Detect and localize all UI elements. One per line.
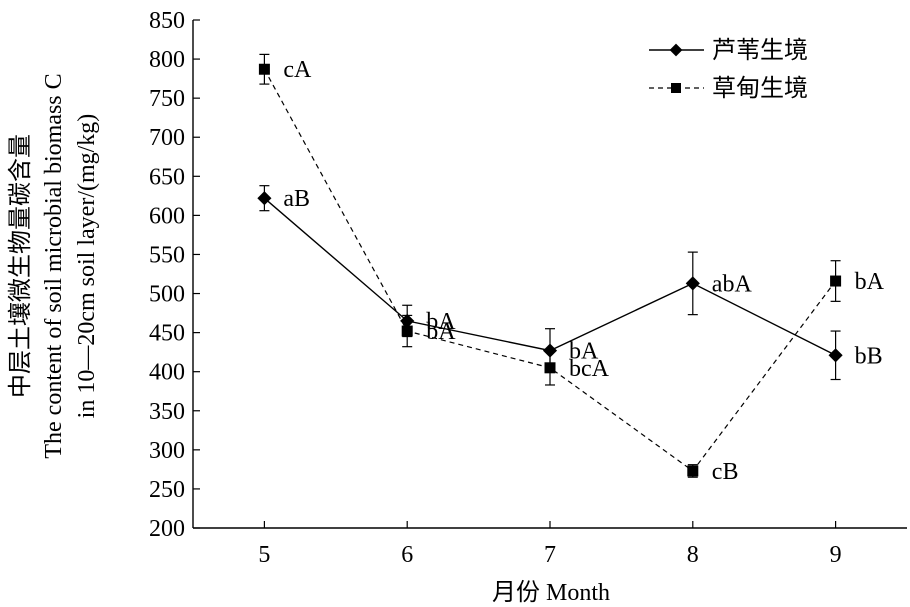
series-line-meadow (263, 68, 837, 472)
y-tick-label: 400 (149, 360, 185, 386)
y-tick-label: 800 (149, 47, 185, 73)
y-tick-label: 600 (149, 203, 185, 229)
legend-label-reed: 芦苇生境 (712, 37, 808, 64)
y-axis-title: 中层土壤微生物量碳含量 The content of soil microbia… (7, 73, 100, 458)
x-tick-label: 9 (830, 542, 842, 568)
legend-marker-meadow-square (671, 83, 681, 93)
y-tick-label: 500 (149, 282, 185, 308)
y-tick-label: 250 (149, 477, 185, 503)
data-point-square (544, 362, 556, 374)
legend-marker-reed-diamond (669, 43, 683, 57)
y-tick-label: 700 (149, 125, 185, 151)
data-label: cB (712, 459, 739, 485)
data-label: cA (283, 57, 312, 83)
data-label: bA (426, 319, 456, 345)
y-tick-label: 850 (149, 8, 185, 34)
data-point-diamond (257, 191, 272, 206)
x-tick-label: 6 (401, 542, 413, 568)
data-point-diamond (685, 276, 700, 291)
data-label: bA (569, 339, 599, 365)
data-label: aB (283, 186, 310, 212)
legend: 芦苇生境 草甸生境 (649, 37, 808, 102)
y-tick-label: 300 (149, 438, 185, 464)
data-point-square (830, 275, 842, 287)
y-tick-label: 650 (149, 164, 185, 190)
y-tick-label: 550 (149, 242, 185, 268)
data-point-square (687, 465, 699, 477)
x-axis-title: 月份 Month (492, 579, 610, 606)
y-tick-label: 200 (149, 516, 185, 542)
data-label: bA (855, 269, 885, 295)
x-axis-ticks: 5 6 7 8 9 (258, 521, 842, 568)
x-tick-label: 7 (544, 542, 556, 568)
x-tick-label: 8 (687, 542, 699, 568)
data-label: abA (712, 271, 753, 297)
data-point-square (401, 325, 413, 337)
y-axis-title-line-1: 中层土壤微生物量碳含量 (7, 134, 34, 398)
data-label: bcA (569, 356, 610, 382)
y-tick-label: 750 (149, 86, 185, 112)
y-tick-label: 450 (149, 321, 185, 347)
data-point-square (258, 63, 270, 75)
y-tick-label: 350 (149, 399, 185, 425)
y-axis-title-line-3: in 10—20cm soil layer/(mg/kg) (74, 114, 100, 419)
y-axis-ticks: 200 250 300 350 400 450 500 550 600 650 700 750 800 8… (149, 8, 200, 542)
y-axis-title-line-2: The content of soil microbial biomass C (41, 73, 67, 458)
data-label: bA (426, 309, 456, 335)
data-label: bB (855, 343, 883, 369)
legend-label-meadow: 草甸生境 (712, 75, 808, 102)
data-point-diamond (828, 348, 843, 363)
x-tick-label: 5 (258, 542, 270, 568)
